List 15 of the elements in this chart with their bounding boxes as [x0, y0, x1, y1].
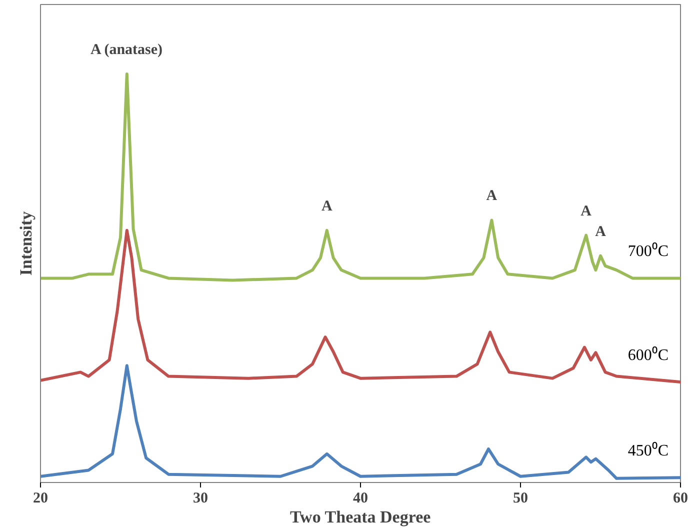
series-label: 450⁰C	[628, 442, 668, 460]
y-axis-title: Intensity	[16, 210, 36, 276]
annotation: A	[595, 224, 606, 240]
x-tick-label: 40	[353, 490, 368, 506]
x-tick-label: 50	[513, 490, 528, 506]
x-tick-label: 20	[33, 490, 48, 506]
x-tick-label: 30	[193, 490, 208, 506]
x-axis-title: Two Theata Degree	[290, 508, 432, 526]
annotation: A (anatase)	[90, 42, 163, 58]
annotation: A	[486, 188, 498, 204]
annotation: A	[321, 198, 332, 214]
series-label: 700⁰C	[628, 242, 668, 260]
annotation: A	[580, 203, 592, 220]
series-label: 600⁰C	[628, 346, 668, 364]
x-tick-label: 60	[673, 490, 688, 506]
